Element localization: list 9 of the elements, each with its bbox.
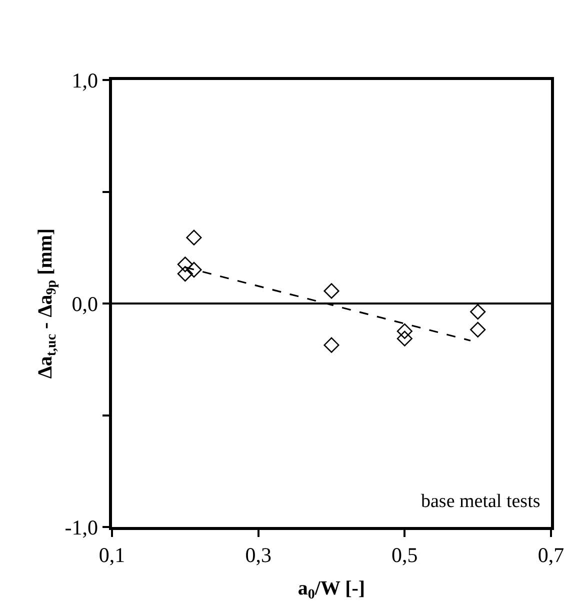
x-tick-label: 0,5 [392, 542, 418, 567]
annotation: base metal tests [421, 491, 540, 512]
x-tick-label: 0,7 [538, 542, 564, 567]
x-tick-label: 0,3 [245, 542, 272, 567]
x-axis-title: a$_{0}$/W [-] [298, 577, 366, 603]
y-tick-label: -1,0 [64, 515, 98, 540]
y-tick-label: 1,0 [72, 68, 98, 92]
x-tick-label: 0,1 [98, 542, 126, 567]
y-tick-label: 0,0 [72, 292, 98, 316]
